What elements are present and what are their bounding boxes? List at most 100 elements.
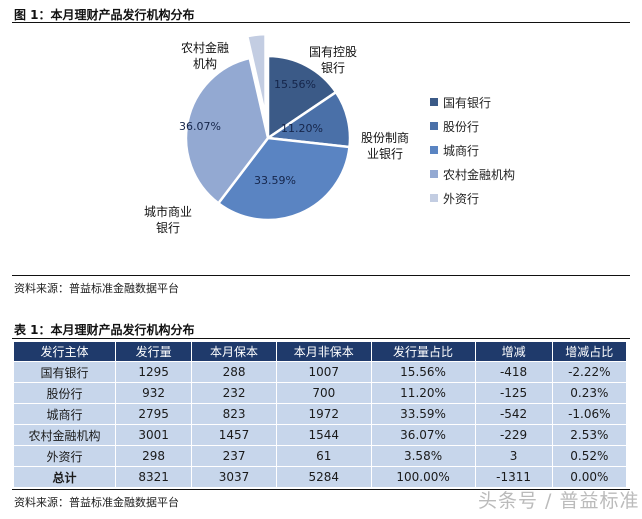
cell-non-guaranteed: 5284 <box>275 466 372 488</box>
pie-chart: 15.56%11.20%33.59%36.07%国有控股银行股份制商业银行城市商… <box>144 32 409 235</box>
cell-non-guaranteed: 700 <box>275 382 372 404</box>
table-source-rule <box>12 489 630 490</box>
pie-category-label: 银行 <box>156 221 180 235</box>
cell-non-guaranteed: 1007 <box>275 361 372 383</box>
legend-label: 外资行 <box>443 191 480 206</box>
cell-issuer: 股份行 <box>12 382 117 404</box>
table-row: 股份行 932 232 700 11.20% -125 0.23% <box>12 382 628 404</box>
cell-issued: 8321 <box>115 466 193 488</box>
pie-slice-4 <box>245 32 267 117</box>
cell-share: 100.00% <box>370 466 476 488</box>
pie-category-label: 银行 <box>321 61 345 75</box>
cell-share: 15.56% <box>370 361 476 383</box>
pie-slices <box>184 32 352 222</box>
pie-slice-3 <box>184 56 270 206</box>
pie-labels: 15.56%11.20%33.59%36.07%国有控股银行股份制商业银行城市商… <box>144 40 409 235</box>
col-header-change-share: 增减占比 <box>551 341 628 362</box>
legend-label: 股份行 <box>443 119 480 134</box>
cell-non-guaranteed: 1972 <box>275 403 372 425</box>
pie-category-label: 业银行 <box>367 147 403 161</box>
col-header-issued: 发行量 <box>115 341 193 362</box>
table-source: 资料来源：普益标准金融数据平台 <box>14 496 179 509</box>
table-title: 表 1：本月理财产品发行机构分布 <box>14 323 195 337</box>
cell-change-share: -1.06% <box>551 403 628 425</box>
table-row: 城商行 2795 823 1972 33.59% -542 -1.06% <box>12 403 628 425</box>
legend-swatch-icon <box>430 194 438 202</box>
cell-change: -125 <box>474 382 553 404</box>
watermark: 头条号 / 普益标准 <box>478 490 640 512</box>
cell-issuer: 农村金融机构 <box>12 424 117 446</box>
pie-category-label: 机构 <box>193 56 217 71</box>
chart-legend: 国有银行 股份行 城商行 农村金融机构 外资行 <box>430 90 515 210</box>
cell-issuer: 外资行 <box>12 445 117 467</box>
cell-issued: 932 <box>115 382 193 404</box>
table-total-row: 总计 8321 3037 5284 100.00% -1311 0.00% <box>12 466 628 488</box>
figure-source: 资料来源：普益标准金融数据平台 <box>14 282 179 295</box>
cell-change: -229 <box>474 424 553 446</box>
pie-value-label: 33.59% <box>254 174 296 187</box>
cell-guaranteed: 288 <box>191 361 277 383</box>
cell-guaranteed: 232 <box>191 382 277 404</box>
cell-issuer: 总计 <box>12 466 117 488</box>
legend-label: 国有银行 <box>443 95 492 110</box>
table-row: 农村金融机构 3001 1457 1544 36.07% -229 2.53% <box>12 424 628 446</box>
legend-swatch-icon <box>430 98 438 106</box>
legend-item-state-banks: 国有银行 <box>430 90 515 114</box>
legend-swatch-icon <box>430 170 438 178</box>
cell-guaranteed: 823 <box>191 403 277 425</box>
pie-value-label: 36.07% <box>179 120 221 133</box>
cell-change: -542 <box>474 403 553 425</box>
cell-guaranteed: 237 <box>191 445 277 467</box>
cell-share: 33.59% <box>370 403 476 425</box>
cell-change: 3 <box>474 445 553 467</box>
table-title-rule <box>12 338 630 339</box>
cell-change: -418 <box>474 361 553 383</box>
cell-change-share: -2.22% <box>551 361 628 383</box>
cell-change-share: 0.52% <box>551 445 628 467</box>
cell-change: -1311 <box>474 466 553 488</box>
pie-value-label: 11.20% <box>281 122 323 135</box>
legend-label: 农村金融机构 <box>443 167 516 182</box>
pie-category-label: 国有控股 <box>309 45 357 59</box>
col-header-issuer: 发行主体 <box>12 341 117 362</box>
cell-issued: 3001 <box>115 424 193 446</box>
cell-issuer: 城商行 <box>12 403 117 425</box>
table-header-row: 发行主体 发行量 本月保本 本月非保本 发行量占比 增减 增减占比 <box>12 341 628 362</box>
legend-item-rural: 农村金融机构 <box>430 162 515 186</box>
cell-change-share: 0.23% <box>551 382 628 404</box>
figure-source-rule <box>12 275 630 276</box>
pie-category-label: 农村金融 <box>181 40 229 55</box>
issuer-table: 发行主体 发行量 本月保本 本月非保本 发行量占比 增减 增减占比 国有银行 1… <box>12 341 628 488</box>
cell-issuer: 国有银行 <box>12 361 117 383</box>
pie-slice-0 <box>266 54 338 141</box>
col-header-non-guaranteed: 本月非保本 <box>275 341 372 362</box>
table-row: 国有银行 1295 288 1007 15.56% -418 -2.22% <box>12 361 628 383</box>
cell-issued: 1295 <box>115 361 193 383</box>
legend-swatch-icon <box>430 122 438 130</box>
cell-share: 3.58% <box>370 445 476 467</box>
figure-title: 图 1：本月理财产品发行机构分布 <box>14 8 195 22</box>
legend-label: 城商行 <box>443 143 480 158</box>
cell-share: 36.07% <box>370 424 476 446</box>
cell-guaranteed: 3037 <box>191 466 277 488</box>
legend-swatch-icon <box>430 146 438 154</box>
col-header-share: 发行量占比 <box>370 341 476 362</box>
cell-issued: 298 <box>115 445 193 467</box>
table-row: 外资行 298 237 61 3.58% 3 0.52% <box>12 445 628 467</box>
pie-category-label: 城市商业 <box>144 204 192 219</box>
cell-change-share: 2.53% <box>551 424 628 446</box>
pie-value-label: 15.56% <box>274 78 316 91</box>
cell-non-guaranteed: 61 <box>275 445 372 467</box>
col-header-guaranteed: 本月保本 <box>191 341 277 362</box>
col-header-change: 增减 <box>474 341 553 362</box>
legend-item-joint-stock: 股份行 <box>430 114 515 138</box>
cell-change-share: 0.00% <box>551 466 628 488</box>
cell-share: 11.20% <box>370 382 476 404</box>
cell-non-guaranteed: 1544 <box>275 424 372 446</box>
pie-slice-2 <box>216 136 351 222</box>
legend-item-city-commercial: 城商行 <box>430 138 515 162</box>
legend-item-foreign: 外资行 <box>430 186 515 210</box>
pie-category-label: 股份制商 <box>361 130 409 145</box>
figure-title-rule <box>12 22 630 23</box>
cell-guaranteed: 1457 <box>191 424 277 446</box>
